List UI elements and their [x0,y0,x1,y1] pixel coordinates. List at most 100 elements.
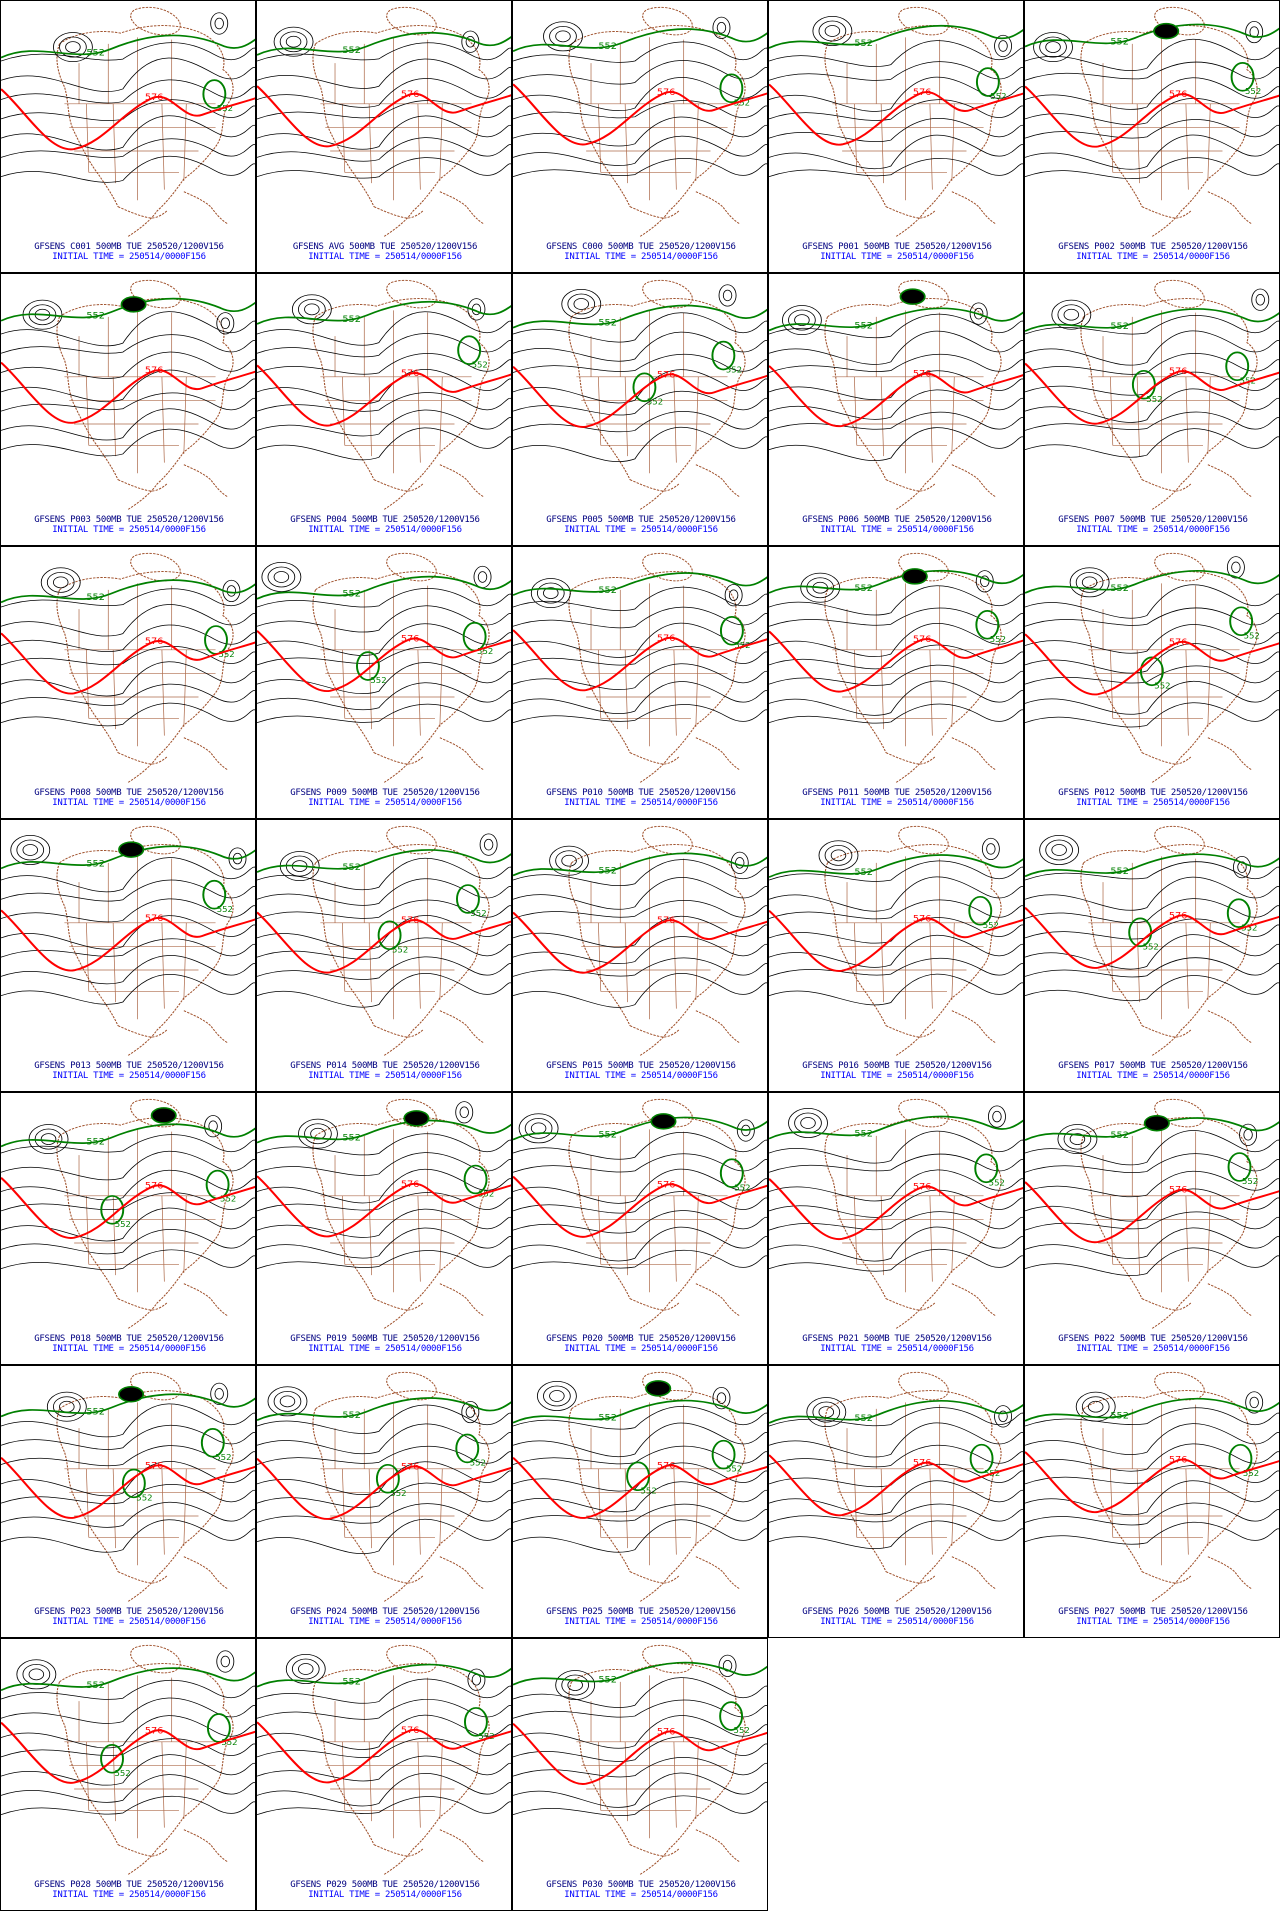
contour-552-label: 552 [115,1220,131,1228]
state-borders-layer [576,1675,728,1839]
height-contours [1025,288,1279,458]
state-borders-layer [320,310,472,474]
contour-552-label: 552 [221,1739,237,1747]
map-panel: 552 552 552 576 GFSENS P025 500MB TUE 250520… [512,1365,768,1638]
contour-552 [1,1393,255,1418]
contour-576 [1025,906,1279,969]
map-panel: 552 552 552 576 GFSENS P009 500MB TUE 250520… [256,546,512,819]
contour-552-label: 552 [342,1677,361,1687]
panel-title: GFSENS P014 500MB TUE 250520/1200V156 [290,1061,480,1071]
map-panel: 552 552 576 GFSENS P027 500MB TUE 250520/12… [1024,1365,1280,1638]
contour-552-label: 552 [854,38,873,48]
contour-552 [257,575,511,600]
panel-initial-time: INITIAL TIME = 250514/0000F156 [52,1071,206,1081]
contour-552-label: 552 [217,905,233,913]
contour-552-label: 552 [217,105,233,113]
contour-552-label: 552 [598,1675,617,1685]
panel-initial-time: INITIAL TIME = 250514/0000F156 [820,1344,974,1354]
panel-initial-time: INITIAL TIME = 250514/0000F156 [564,525,718,535]
height-contours [513,16,767,178]
contour-552-cutoff [719,615,744,646]
contour-552 [1025,308,1279,332]
contour-552-label: 552 [470,1459,486,1467]
contour-552-label: 552 [598,586,617,596]
contour-552-label: 552 [726,1465,742,1473]
panel-title: GFSENS C001 500MB TUE 250520/1200V156 [34,242,224,252]
contour-552-cutoff [200,1427,225,1458]
panel-title: GFSENS P006 500MB TUE 250520/1200V156 [802,515,992,525]
contour-552-label: 552 [370,677,386,685]
panel-initial-time: INITIAL TIME = 250514/0000F156 [308,798,462,808]
contour-576-label: 576 [657,1727,676,1737]
coastline-layer [312,1098,490,1330]
contour-552-cutoff [711,1439,736,1470]
panel-title: GFSENS C000 500MB TUE 250520/1200V156 [546,242,736,252]
panel-initial-time: INITIAL TIME = 250514/0000F156 [564,1890,718,1900]
panel-initial-time: INITIAL TIME = 250514/0000F156 [308,525,462,535]
contour-576-label: 576 [1169,911,1188,921]
contour-552-label: 552 [86,859,105,869]
height-contour-map: 552 576 [513,825,767,1057]
contour-552-label: 552 [598,42,617,52]
contour-552-cutoff [456,884,480,914]
panel-title: GFSENS P025 500MB TUE 250520/1200V156 [546,1607,736,1617]
contour-576-label: 576 [657,633,676,643]
panel-title: GFSENS P020 500MB TUE 250520/1200V156 [546,1334,736,1344]
contour-576-label: 576 [145,1181,164,1191]
state-borders-layer [832,583,984,747]
contour-552-label: 552 [598,1130,617,1140]
map-panel: 552 552 552 576 GFSENS P028 500MB TUE 250520… [0,1638,256,1911]
contour-576 [769,365,1023,427]
contour-552-label: 552 [478,1190,494,1198]
state-borders-layer [1088,37,1240,201]
contour-552-label: 552 [598,1413,617,1423]
panel-initial-time: INITIAL TIME = 250514/0000F156 [1076,525,1230,535]
map-panel: 552 552 576 GFSENS C001 500MB TUE 250520/12… [0,0,256,273]
contour-576-label: 576 [401,89,420,99]
height-contours [513,578,767,724]
contour-552-label: 552 [1241,924,1257,932]
coastline-layer [56,279,234,511]
contour-576-label: 576 [145,92,164,102]
contour-576 [513,1723,767,1785]
state-borders-layer [320,1129,472,1293]
panel-title: GFSENS P023 500MB TUE 250520/1200V156 [34,1607,224,1617]
contour-552-label: 552 [1154,682,1170,690]
contour-552 [513,1399,767,1424]
contour-576 [1025,1181,1279,1243]
contour-576 [1,361,255,424]
panel-title: GFSENS P017 500MB TUE 250520/1200V156 [1058,1061,1248,1071]
panel-initial-time: INITIAL TIME = 250514/0000F156 [1076,252,1230,262]
contour-552-label: 552 [647,398,663,406]
panel-title: GFSENS P022 500MB TUE 250520/1200V156 [1058,1334,1248,1344]
contour-552-label: 552 [342,863,361,873]
map-panel: 552 552 576 GFSENS P002 500MB TUE 250520/12… [1024,0,1280,273]
panel-initial-time: INITIAL TIME = 250514/0000F156 [308,1344,462,1354]
panel-initial-time: INITIAL TIME = 250514/0000F156 [820,1071,974,1081]
contour-576 [257,1457,511,1520]
contour-552-cutoff [719,1158,744,1188]
contour-552 [513,304,767,329]
contour-576 [513,83,767,146]
map-panel: 552 552 552 576 GFSENS P005 500MB TUE 250520… [512,273,768,546]
contour-576-label: 576 [657,916,676,926]
contour-552-label: 552 [86,1137,105,1147]
panel-initial-time: INITIAL TIME = 250514/0000F156 [564,252,718,262]
state-borders-layer [1088,1402,1240,1566]
coastline-layer [56,825,234,1057]
height-contours [257,294,511,461]
height-contours [257,833,511,1008]
contour-552-label: 552 [342,314,361,324]
contour-576 [1025,1451,1279,1513]
contour-552 [769,24,1023,49]
contour-552-label: 552 [1243,1469,1259,1477]
contour-552-cutoff [1225,351,1250,382]
contour-552-label: 552 [86,48,105,58]
